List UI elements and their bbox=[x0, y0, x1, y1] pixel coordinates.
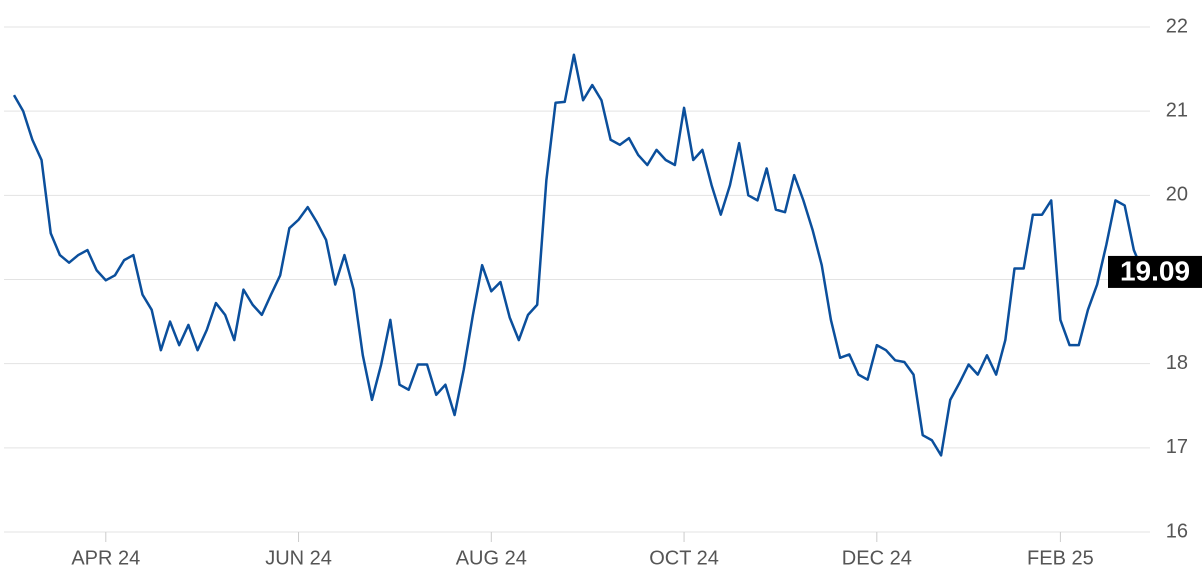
y-tick-label: 21 bbox=[1166, 99, 1188, 121]
x-tick-label: OCT 24 bbox=[649, 547, 719, 569]
x-tick-label: FEB 25 bbox=[1027, 547, 1094, 569]
x-tick-label: APR 24 bbox=[71, 547, 140, 569]
y-tick-label: 16 bbox=[1166, 520, 1188, 542]
y-tick-label: 17 bbox=[1166, 436, 1188, 458]
price-line bbox=[12, 53, 1145, 457]
last-price-label: 19.09 bbox=[1120, 255, 1190, 286]
x-tick-label: DEC 24 bbox=[842, 547, 912, 569]
x-tick-label: AUG 24 bbox=[456, 547, 527, 569]
last-price-box bbox=[1108, 255, 1202, 288]
y-tick-label: 20 bbox=[1166, 184, 1188, 206]
y-tick-label: 18 bbox=[1166, 352, 1188, 374]
x-tick-label: JUN 24 bbox=[265, 547, 332, 569]
y-tick-label: 22 bbox=[1166, 15, 1188, 37]
